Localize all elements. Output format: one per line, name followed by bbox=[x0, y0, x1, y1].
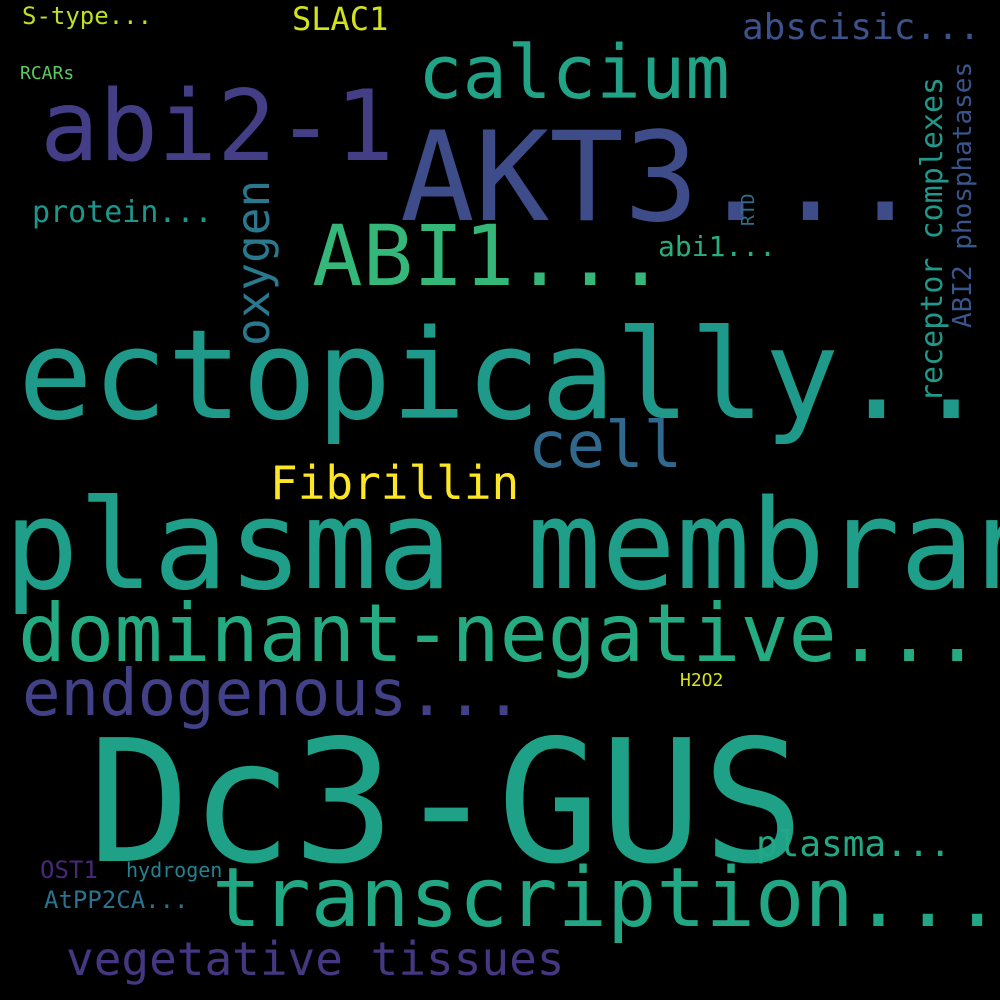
word-fibrillin: Fibrillin bbox=[270, 456, 520, 510]
word-slac1: SLAC1 bbox=[292, 0, 389, 38]
word-dominant-negative: dominant-negative... bbox=[18, 587, 982, 680]
word-plasma-membrane: plasma membrane bbox=[4, 474, 1000, 618]
word-abi2-1: abi2-1 bbox=[40, 70, 395, 184]
word-plasma: plasma... bbox=[756, 824, 952, 865]
word-transcription: transcription... bbox=[212, 851, 1000, 946]
word-rtd: RTD bbox=[738, 193, 759, 226]
word-ectopically: ectopically... bbox=[18, 304, 1000, 448]
word-akt3: AKT3... bbox=[400, 106, 923, 250]
word-hydrogen: hydrogen bbox=[126, 858, 223, 882]
word-protein: protein... bbox=[32, 195, 213, 230]
word-h2o2: H2O2 bbox=[680, 670, 724, 691]
word-atpp2ca: AtPP2CA... bbox=[44, 886, 189, 914]
word-abscisic: abscisic... bbox=[742, 7, 981, 48]
word-endogenous: endogenous... bbox=[22, 657, 523, 731]
word-rcars: RCARs bbox=[20, 63, 75, 84]
word-s-type: S-type... bbox=[22, 2, 153, 30]
word-receptor-complexes: receptor complexes bbox=[915, 76, 950, 402]
word-oxygen: oxygen bbox=[226, 179, 280, 346]
word-abi1-upper: ABI1... bbox=[312, 207, 667, 305]
word-abi2-phosphatases: ABI2 phosphatases bbox=[948, 61, 978, 328]
word-ost1: OST1 bbox=[40, 856, 98, 884]
word-calcium: calcium bbox=[418, 30, 730, 116]
word-abi1-lower: abi1... bbox=[658, 230, 777, 263]
word-vegetative-tissues: vegetative tissues bbox=[66, 932, 565, 986]
word-dc3-gus: Dc3-GUS bbox=[88, 704, 805, 902]
word-cell: cell bbox=[528, 409, 683, 483]
